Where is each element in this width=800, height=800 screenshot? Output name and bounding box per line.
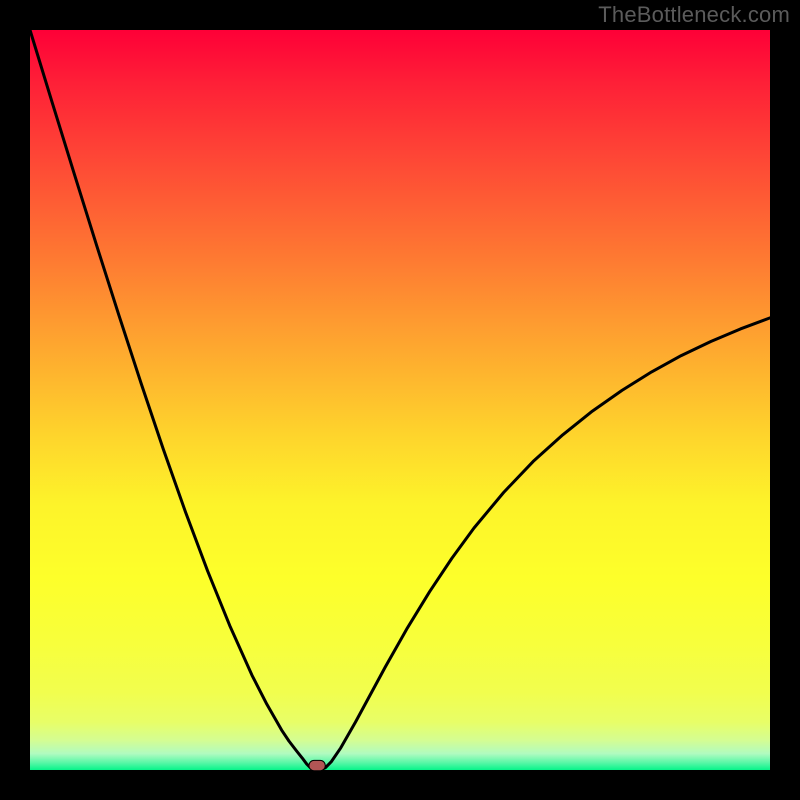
bottleneck-chart bbox=[0, 0, 800, 800]
watermark-text: TheBottleneck.com bbox=[598, 2, 790, 28]
plot-area bbox=[30, 30, 770, 770]
optimal-marker bbox=[309, 760, 325, 770]
chart-container: TheBottleneck.com bbox=[0, 0, 800, 800]
